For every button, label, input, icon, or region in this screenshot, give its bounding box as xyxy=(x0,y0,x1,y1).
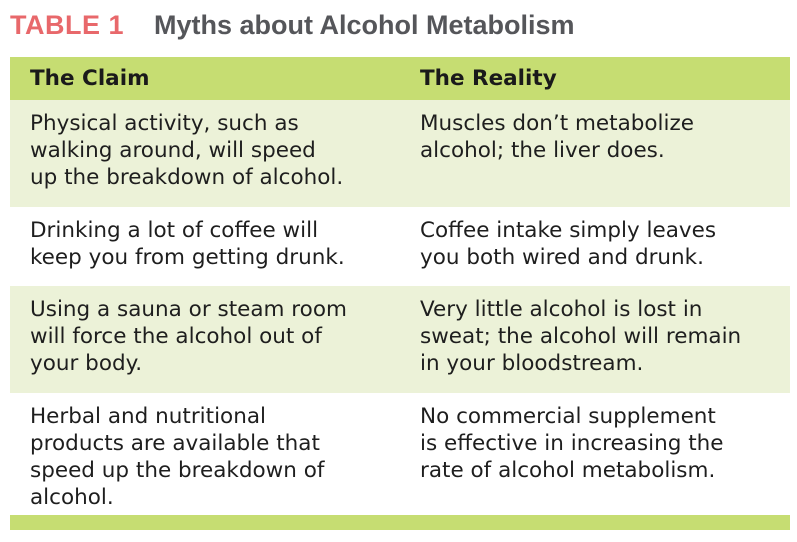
reality-line: alcohol; the liver does. xyxy=(420,138,665,163)
reality-cell: Muscles don’t metabolize alcohol; the li… xyxy=(400,100,790,207)
claim-cell: Drinking a lot of coffee will keep you f… xyxy=(10,207,400,286)
reality-cell: Very little alcohol is lost in sweat; th… xyxy=(400,286,790,393)
claim-cell: Physical activity, such as walking aroun… xyxy=(10,100,400,207)
myths-table: The Claim The Reality Physical activity,… xyxy=(10,57,790,530)
table-row: Herbal and nutritional products are avai… xyxy=(10,393,790,515)
reality-line: Coffee intake simply leaves xyxy=(420,218,717,243)
claim-line: Physical activity, such as xyxy=(30,111,299,136)
table-bottom-rule xyxy=(10,515,790,530)
reality-line: is effective in increasing the xyxy=(420,431,724,456)
header-reality: The Reality xyxy=(420,66,557,91)
claim-cell: Herbal and nutritional products are avai… xyxy=(10,393,400,515)
reality-line: No commercial supplement xyxy=(420,404,716,429)
header-claim: The Claim xyxy=(30,66,150,91)
table-number-label: TABLE 1 xyxy=(10,10,125,40)
reality-line: Muscles don’t metabolize xyxy=(420,111,694,136)
reality-line: rate of alcohol metabolism. xyxy=(420,458,716,483)
claim-line: your body. xyxy=(30,351,143,376)
claim-line: alcohol. xyxy=(30,485,114,510)
table-caption: TABLE 1 Myths about Alcohol Metabolism xyxy=(10,10,575,46)
reality-line: in your bloodstream. xyxy=(420,351,644,376)
claim-line: walking around, will speed xyxy=(30,138,316,163)
claim-line: up the breakdown of alcohol. xyxy=(30,165,344,190)
reality-cell: No commercial supplement is effective in… xyxy=(400,393,790,515)
claim-line: will force the alcohol out of xyxy=(30,324,322,349)
table-row: Physical activity, such as walking aroun… xyxy=(10,100,790,207)
claim-line: keep you from getting drunk. xyxy=(30,245,345,270)
claim-line: Herbal and nutritional xyxy=(30,404,266,429)
claim-line: Drinking a lot of coffee will xyxy=(30,218,319,243)
reality-line: you both wired and drunk. xyxy=(420,245,704,270)
table-row: Using a sauna or steam room will force t… xyxy=(10,286,790,393)
claim-line: speed up the breakdown of xyxy=(30,458,325,483)
table-row: Drinking a lot of coffee will keep you f… xyxy=(10,207,790,286)
claim-line: products are available that xyxy=(30,431,320,456)
reality-line: sweat; the alcohol will remain xyxy=(420,324,742,349)
table-title: Myths about Alcohol Metabolism xyxy=(154,10,575,40)
table-header-row: The Claim The Reality xyxy=(10,57,790,100)
reality-line: Very little alcohol is lost in xyxy=(420,297,703,322)
claim-cell: Using a sauna or steam room will force t… xyxy=(10,286,400,393)
reality-cell: Coffee intake simply leaves you both wir… xyxy=(400,207,790,286)
claim-line: Using a sauna or steam room xyxy=(30,297,347,322)
